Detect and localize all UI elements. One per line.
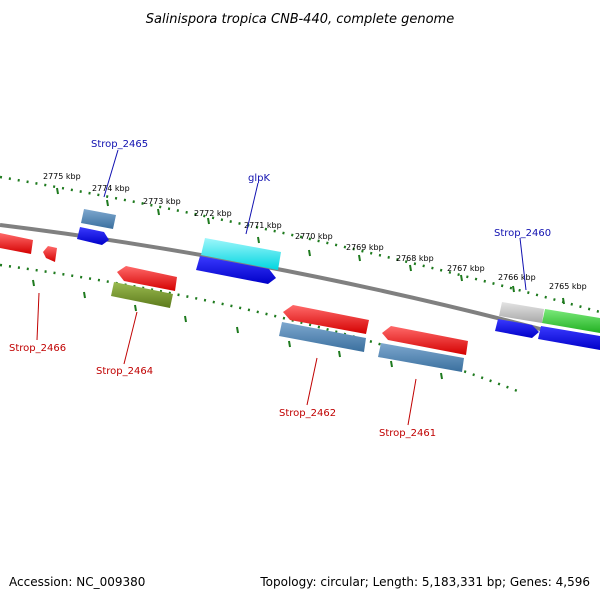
ruler-label: 2775 kbp [43, 172, 81, 181]
ruler-label: 2765 kbp [549, 282, 587, 291]
ruler-label: 2769 kbp [346, 243, 384, 252]
ruler-label: 2771 kbp [244, 221, 282, 230]
outer-ruler-tick [257, 236, 260, 244]
gene-label-strop-2465[interactable]: Strop_2465 [91, 139, 148, 150]
gene-glpk[interactable] [201, 238, 281, 270]
gene-strop-2461[interactable] [382, 326, 468, 355]
outer-ruler-tick [460, 274, 463, 282]
inner-ruler-tick [32, 279, 35, 287]
gene-strop-2460[interactable] [499, 302, 544, 323]
ruler-labels: 2775 kbp 2774 kbp 2773 kbp 2772 kbp 2771… [43, 172, 587, 291]
gene-label-glpk[interactable]: glpK [248, 173, 270, 184]
gene-strop-2459-cds[interactable] [538, 326, 600, 350]
gene-label-strop-2462[interactable]: Strop_2462 [279, 408, 336, 419]
gene-strop-2465[interactable] [81, 209, 116, 229]
gene-strop-2466-fragment[interactable] [43, 246, 57, 262]
ruler-label: 2773 kbp [143, 197, 181, 206]
gene-strop-2459[interactable] [542, 309, 600, 333]
ruler-label: 2767 kbp [447, 264, 485, 273]
ruler-label: 2768 kbp [396, 254, 434, 263]
outer-ruler-tick [409, 264, 412, 272]
callout-line-glpk [245, 182, 259, 235]
gene-labels: Strop_2465 glpK Strop_2460 Strop_2466 St… [9, 139, 551, 439]
map-title: Salinispora tropica CNB-440, complete ge… [146, 12, 454, 27]
gene-strop-2460-cds[interactable] [495, 319, 539, 338]
reverse-features [0, 233, 468, 372]
gene-label-strop-2466[interactable]: Strop_2466 [9, 343, 66, 354]
gene-glpk-cds[interactable] [196, 256, 276, 284]
inner-ruler-tick [236, 326, 239, 334]
inner-ruler-tick [184, 315, 187, 323]
outer-ruler-tick [157, 208, 160, 216]
outer-ruler-tick [512, 285, 515, 293]
inner-ruler-tick [134, 304, 137, 312]
callout-line-strop-2466 [36, 292, 40, 341]
callout-line-strop-2465 [103, 149, 119, 198]
outer-ruler-line [0, 175, 600, 314]
inner-ruler-tick [83, 291, 86, 299]
callout-line-strop-2462 [306, 357, 318, 406]
footer-accession: Accession: NC_009380 [9, 575, 145, 589]
gene-strop-2462[interactable] [283, 305, 369, 334]
ruler-label: 2766 kbp [498, 273, 536, 282]
gene-strop-2464-feature[interactable] [111, 282, 173, 308]
gene-strop-2465-cds[interactable] [77, 227, 109, 245]
callout-lines [36, 149, 527, 426]
inner-ruler [0, 263, 521, 394]
gene-label-strop-2464[interactable]: Strop_2464 [96, 366, 153, 377]
gene-label-strop-2461[interactable]: Strop_2461 [379, 428, 436, 439]
ruler-label: 2770 kbp [295, 232, 333, 241]
inner-ruler-tick [338, 350, 341, 358]
outer-ruler-tick [207, 217, 210, 225]
outer-ruler-tick [308, 249, 311, 257]
outer-ruler-tick [358, 254, 361, 262]
inner-ruler-tick [390, 360, 393, 368]
gene-strop-2462-feature[interactable] [279, 322, 366, 352]
ruler-label: 2772 kbp [194, 209, 232, 218]
inner-ruler-tick [440, 372, 443, 380]
outer-ruler-tick [562, 297, 565, 305]
forward-features [77, 209, 600, 350]
callout-line-strop-2460 [519, 237, 527, 291]
gene-label-strop-2460[interactable]: Strop_2460 [494, 228, 551, 239]
gene-strop-2466[interactable] [0, 233, 33, 254]
gene-strop-2461-feature[interactable] [378, 343, 464, 372]
footer-summary: Topology: circular; Length: 5,183,331 bp… [259, 575, 590, 589]
outer-ruler-tick [106, 199, 109, 207]
outer-ruler-tick [56, 187, 59, 195]
gene-strop-2464[interactable] [117, 266, 177, 291]
outer-ruler [0, 175, 600, 314]
callout-line-strop-2461 [407, 378, 417, 426]
ruler-label: 2774 kbp [92, 184, 130, 193]
inner-ruler-tick [288, 340, 291, 348]
callout-line-strop-2464 [123, 311, 138, 365]
